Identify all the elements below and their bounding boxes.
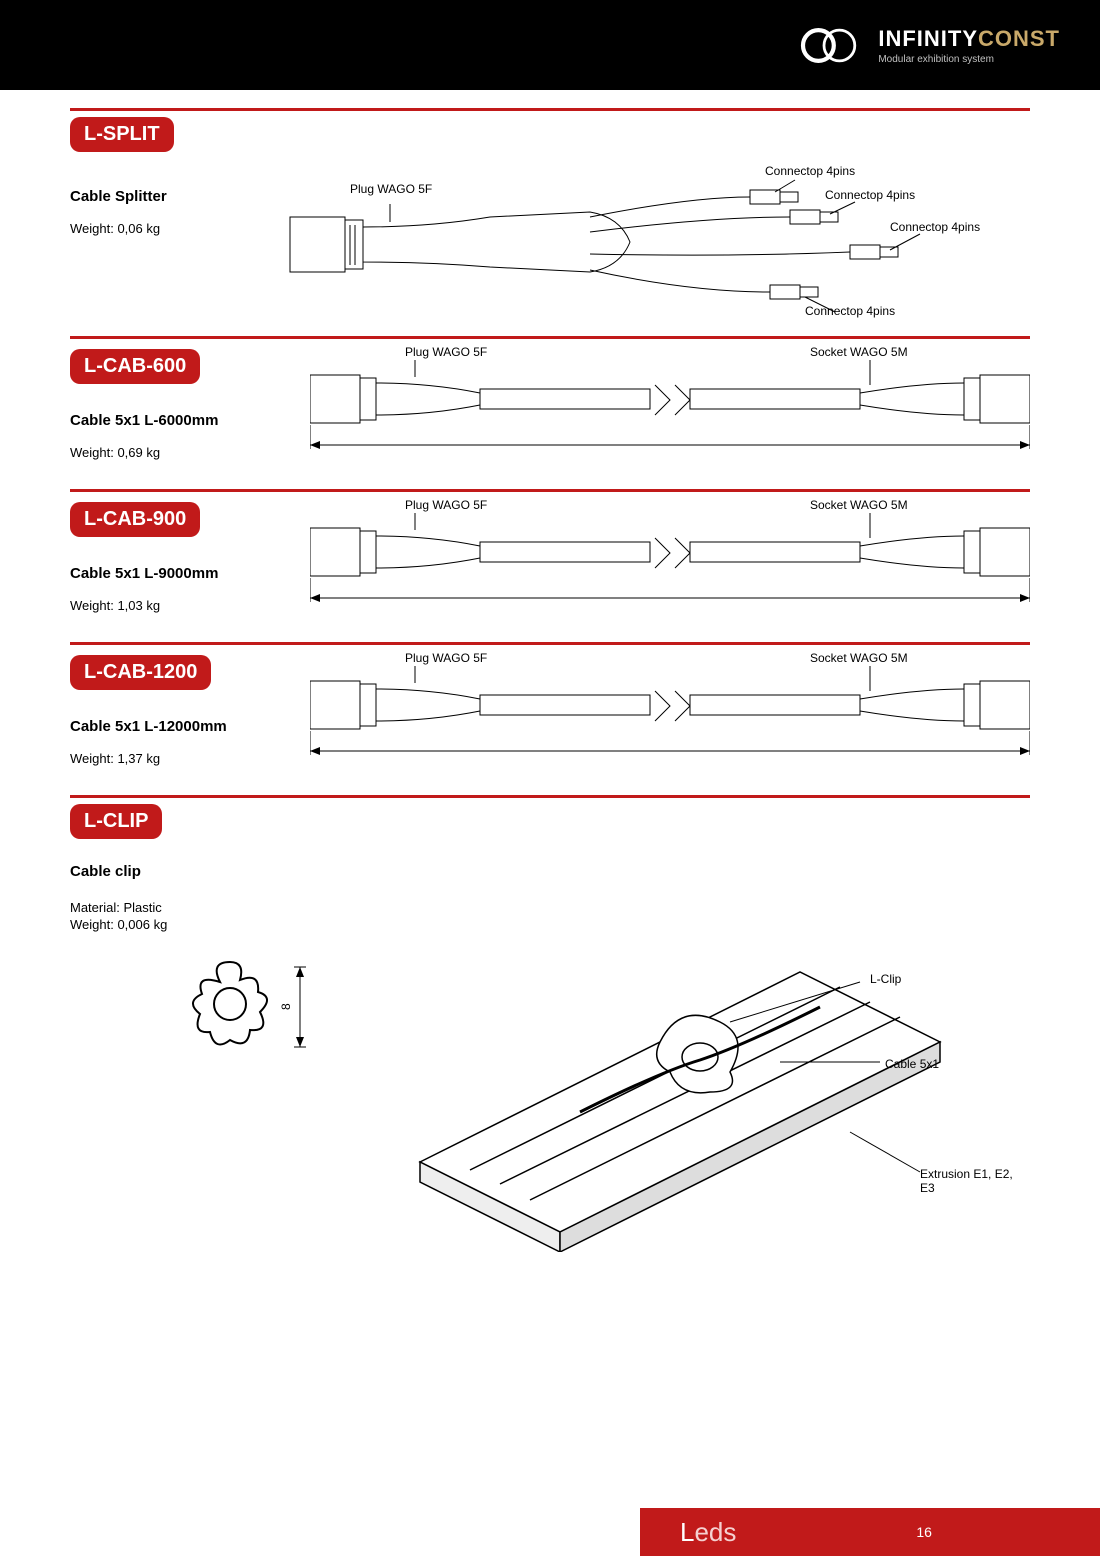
logo-area: INFINITYCONST Modular exhibition system (796, 23, 1060, 68)
title-lclip: Cable clip (70, 863, 1030, 880)
footer-cat1: L (680, 1517, 694, 1547)
diagram-lsplit: Plug WAGO 5F Connectop 4pins Connectop 4… (270, 162, 1030, 322)
logo-icon (796, 23, 866, 68)
brand-tagline: Modular exhibition system (878, 54, 1060, 65)
badge-lclip: L-CLIP (70, 804, 162, 839)
footer-category: Leds (680, 1517, 736, 1548)
weight-lcab600: Weight: 0,69 kg (70, 445, 310, 460)
page-footer: Leds 16 (640, 1508, 1100, 1556)
label-plug-900: Plug WAGO 5F (405, 498, 487, 512)
badge-lcab600: L-CAB-600 (70, 349, 200, 384)
cable-svg (310, 498, 1030, 608)
footer-cat2: eds (694, 1517, 736, 1547)
dim-600: 6000 (1030, 447, 1100, 461)
section-lsplit: L-SPLIT Cable Splitter Weight: 0,06 kg (70, 108, 1030, 322)
title-lcab600: Cable 5x1 L-6000mm (70, 412, 310, 429)
section-lclip: L-CLIP Cable clip Material: Plastic Weig… (70, 795, 1030, 1262)
diagram-lcab600: Plug WAGO 5F Socket WAGO 5M (310, 345, 1030, 475)
cable-svg (310, 651, 1030, 761)
diagram-lcab1200: Plug WAGO 5F Socket WAGO 5M (310, 651, 1030, 781)
brand-part2: CONST (978, 26, 1060, 51)
badge-lsplit: L-SPLIT (70, 117, 174, 152)
brand-name: INFINITYCONST (878, 26, 1060, 52)
label-plug: Plug WAGO 5F (350, 182, 432, 196)
divider (70, 489, 1030, 492)
title-lcab1200: Cable 5x1 L-12000mm (70, 718, 310, 735)
diagram-lcab900: Plug WAGO 5F Socket WAGO 5M (310, 498, 1030, 628)
callout-clip: L-Clip (870, 972, 901, 986)
badge-lcab1200: L-CAB-1200 (70, 655, 211, 690)
label-socket-900: Socket WAGO 5M (810, 498, 908, 512)
divider (70, 642, 1030, 645)
page-content: L-SPLIT Cable Splitter Weight: 0,06 kg (0, 90, 1100, 1262)
label-plug-600: Plug WAGO 5F (405, 345, 487, 359)
label-socket-600: Socket WAGO 5M (810, 345, 908, 359)
label-conn4: Connectop 4pins (805, 304, 895, 318)
divider (70, 336, 1030, 339)
badge-lcab900: L-CAB-900 (70, 502, 200, 537)
dim-900: 9000 (1030, 600, 1100, 614)
weight-lsplit: Weight: 0,06 kg (70, 221, 270, 236)
section-lcab600: L-CAB-600 Cable 5x1 L-6000mm Weight: 0,6… (70, 336, 1030, 475)
section-lcab900: L-CAB-900 Cable 5x1 L-9000mm Weight: 1,0… (70, 489, 1030, 628)
brand-part1: INFINITY (878, 26, 978, 51)
dim-1200: 12000 (1030, 753, 1100, 767)
callout-extrusion: Extrusion E1, E2, E3 (920, 1167, 1030, 1195)
weight-lcab1200: Weight: 1,37 kg (70, 751, 310, 766)
divider (70, 108, 1030, 111)
label-conn2: Connectop 4pins (825, 188, 915, 202)
label-socket-1200: Socket WAGO 5M (810, 651, 908, 665)
label-conn3: Connectop 4pins (890, 220, 980, 234)
weight-lcab900: Weight: 1,03 kg (70, 598, 310, 613)
divider (70, 795, 1030, 798)
callout-cable: Cable 5x1 (885, 1057, 939, 1071)
title-lcab900: Cable 5x1 L-9000mm (70, 565, 310, 582)
brand-block: INFINITYCONST Modular exhibition system (878, 26, 1060, 65)
section-lcab1200: L-CAB-1200 Cable 5x1 L-12000mm Weight: 1… (70, 642, 1030, 781)
label-conn1: Connectop 4pins (765, 164, 855, 178)
cable-svg (310, 345, 1030, 455)
dim8-text: 8 (279, 1003, 293, 1010)
page-header: INFINITYCONST Modular exhibition system (0, 0, 1100, 90)
label-plug-1200: Plug WAGO 5F (405, 651, 487, 665)
footer-page: 16 (916, 1524, 932, 1540)
title-lsplit: Cable Splitter (70, 188, 270, 205)
diagram-lclip: 8 (70, 932, 1030, 1262)
